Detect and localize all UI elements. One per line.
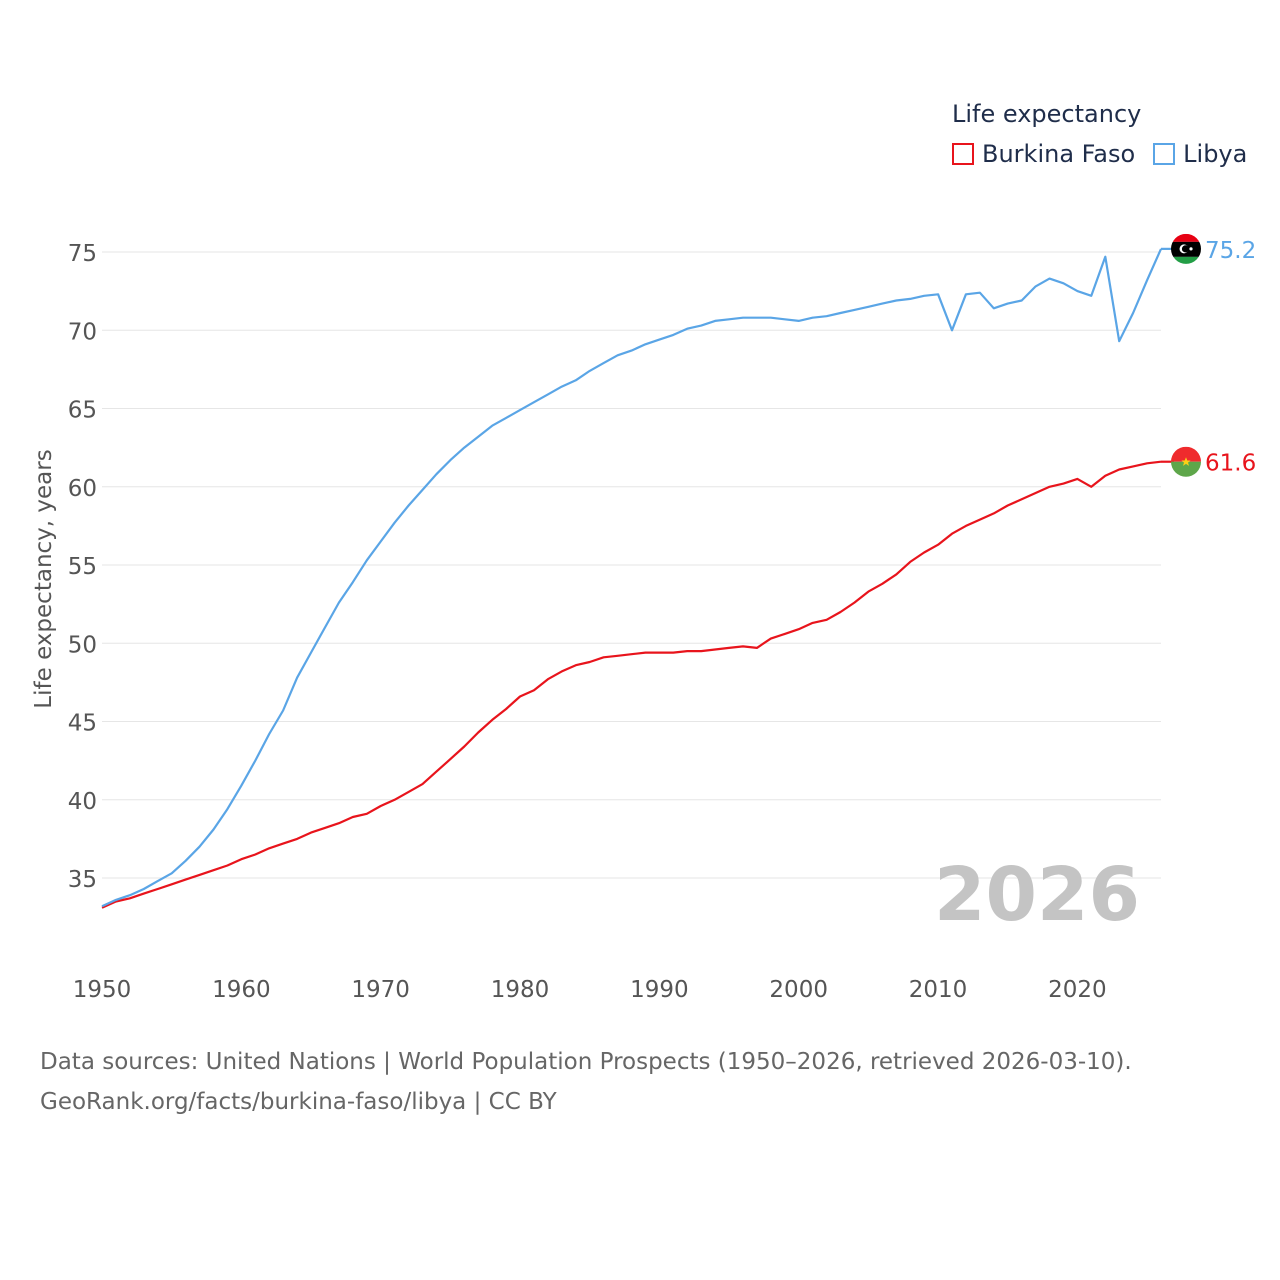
source-url-text: GeoRank.org/facts/burkina-faso/libya | C… bbox=[40, 1089, 557, 1115]
data-sources-text: Data sources: United Nations | World Pop… bbox=[40, 1049, 1132, 1075]
legend-label-burkina-faso: Burkina Faso bbox=[982, 140, 1136, 168]
x-tick-label: 1990 bbox=[630, 977, 689, 1003]
series-line-burkina-faso bbox=[101, 460, 1162, 909]
x-tick-label: 1980 bbox=[491, 977, 550, 1003]
libya-flag-icon bbox=[1171, 233, 1201, 264]
y-tick-label: 60 bbox=[68, 476, 97, 502]
x-tick-label: 1950 bbox=[73, 977, 132, 1003]
y-tick-label: 70 bbox=[68, 319, 97, 345]
legend: Life expectancy Burkina Faso Libya bbox=[952, 100, 1265, 168]
y-axis-label: Life expectancy, years bbox=[31, 449, 57, 708]
legend-title: Life expectancy bbox=[952, 100, 1142, 128]
legend-swatch-libya bbox=[1153, 143, 1176, 165]
x-tick-label: 2020 bbox=[1048, 977, 1107, 1003]
x-tick-label: 2010 bbox=[909, 977, 968, 1003]
legend-item-libya[interactable]: Libya bbox=[1153, 140, 1247, 168]
legend-swatch-burkina-faso bbox=[952, 143, 974, 165]
x-tick-label: 1970 bbox=[351, 977, 410, 1003]
footer: Data sources: United Nations | World Pop… bbox=[40, 1042, 1132, 1122]
burkina-faso-flag-icon bbox=[1171, 446, 1201, 477]
end-value-label: 75.2 bbox=[1205, 238, 1256, 264]
y-tick-label: 45 bbox=[68, 711, 97, 737]
year-watermark: 2026 bbox=[934, 852, 1140, 938]
y-tick-label: 35 bbox=[68, 867, 97, 893]
x-tick-label: 1960 bbox=[212, 977, 271, 1003]
legend-item-burkina-faso[interactable]: Burkina Faso bbox=[952, 140, 1135, 168]
x-tick-label: 2000 bbox=[769, 977, 828, 1003]
series-line-libya bbox=[101, 248, 1163, 908]
y-tick-label: 55 bbox=[68, 554, 97, 580]
legend-label-libya: Libya bbox=[1183, 140, 1248, 168]
line-chart: 35 40 45 50 55 60 65 70 75 1950 1960 1970 1980 1990 20… bbox=[31, 233, 1256, 1003]
y-tick-label: 65 bbox=[68, 398, 97, 424]
y-tick-label: 75 bbox=[68, 241, 97, 267]
y-tick-label: 50 bbox=[68, 632, 97, 658]
y-tick-label: 40 bbox=[68, 789, 97, 815]
end-value-label: 61.6 bbox=[1205, 451, 1256, 477]
